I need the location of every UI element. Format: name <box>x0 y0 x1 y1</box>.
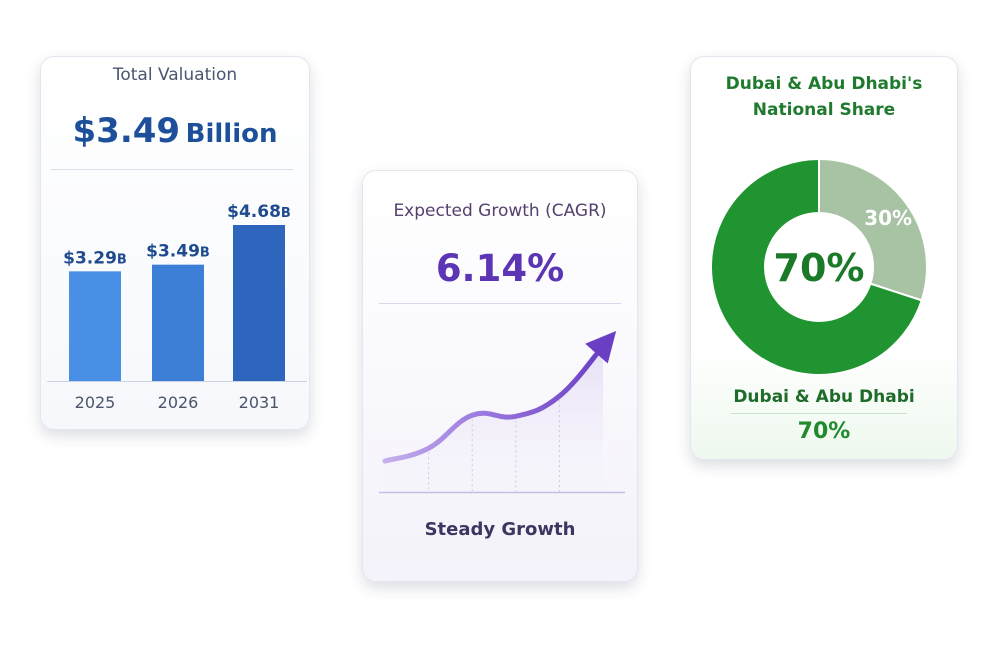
growth-area <box>385 346 603 492</box>
growth-title: Expected Growth (CAGR) <box>393 201 607 221</box>
bar-2026 <box>152 264 204 381</box>
valuation-title: Total Valuation <box>112 65 238 85</box>
growth-line-chart <box>379 331 625 494</box>
growth-card: Expected Growth (CAGR) 6.14% Steady Grow… <box>362 170 638 582</box>
bar-value-label-2026: $3.49B <box>146 242 210 262</box>
valuation-headline: $3.49 Billion <box>41 111 309 151</box>
growth-divider <box>379 303 621 304</box>
x-tick-2025: 2025 <box>75 393 116 412</box>
growth-line <box>382 331 617 464</box>
share-title-line-2: National Share <box>752 100 896 120</box>
bar-2031 <box>233 225 285 381</box>
share-title: Dubai & Abu Dhabi's National Share <box>701 71 947 123</box>
x-tick-2026: 2026 <box>158 393 199 412</box>
share-card: Dubai & Abu Dhabi's National Share 30% 70… <box>690 56 958 460</box>
share-footer-value: 70% <box>797 419 851 444</box>
share-title-line-1: Dubai & Abu Dhabi's <box>725 74 923 94</box>
valuation-bar-chart: $3.29B 2025 $3.49B 2026 $4.68B 2031 <box>47 202 307 412</box>
x-tick-2031: 2031 <box>239 393 280 412</box>
share-footer-label: Dubai & Abu Dhabi <box>733 387 915 407</box>
donut-slice-dubai-abu-dhabi <box>710 157 923 376</box>
share-donut-chart: 30% 70% <box>710 157 928 376</box>
valuation-divider <box>51 169 293 170</box>
growth-headline: 6.14% <box>435 247 565 290</box>
bar-value-label-2031: $4.68B <box>227 202 291 222</box>
donut-slice-label-other: 30% <box>864 206 912 230</box>
bar-value-label-2025: $3.29B <box>63 248 127 268</box>
share-footer-divider <box>731 413 907 414</box>
valuation-card: Total Valuation $3.49 Billion $3.29B 2025… <box>40 56 310 430</box>
valuation-headline-unit: Billion <box>185 119 278 149</box>
donut-center-label: 70% <box>774 246 865 290</box>
bar-2025 <box>69 271 121 381</box>
valuation-headline-value: $3.49 <box>72 111 181 151</box>
growth-footer: Steady Growth <box>424 519 576 540</box>
donut-slice-other <box>818 157 928 302</box>
